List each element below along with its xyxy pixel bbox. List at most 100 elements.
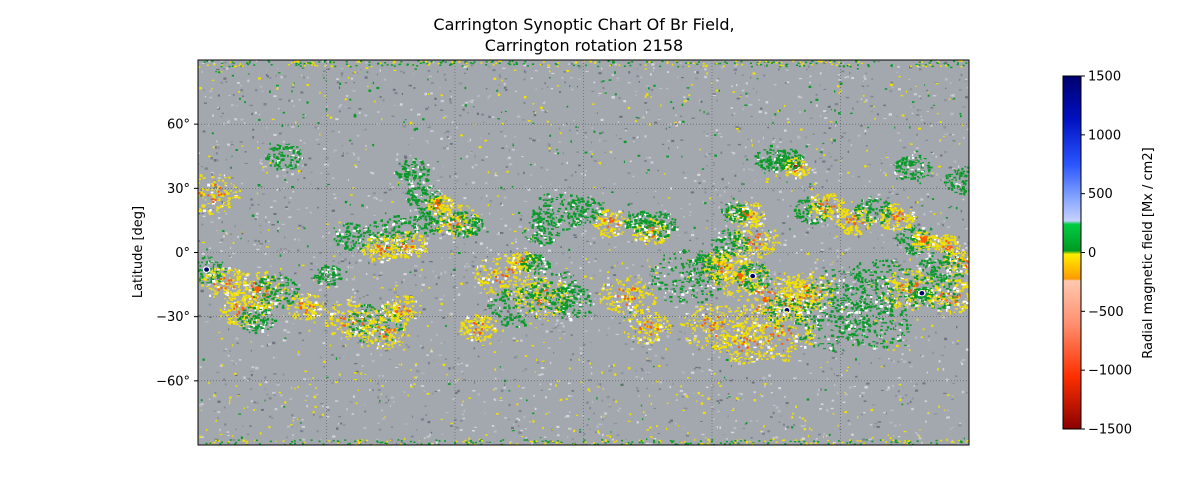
speckle-mark	[208, 381, 210, 385]
speckle-mark	[683, 216, 685, 218]
speckle-mark	[610, 266, 614, 269]
speckle-mark	[707, 293, 710, 294]
speckle-mark	[478, 438, 481, 441]
speckle-mark	[210, 221, 214, 223]
speckle-mark	[797, 62, 800, 64]
speckle-mark	[306, 84, 310, 86]
speckle-mark	[522, 370, 524, 372]
speckle-mark	[913, 93, 917, 96]
speckle-mark	[369, 379, 371, 382]
speckle-mark	[303, 378, 307, 381]
region-mark	[210, 260, 214, 263]
speckle-mark	[668, 123, 672, 125]
speckle-mark	[966, 273, 969, 275]
speckle-mark	[235, 337, 239, 340]
region-mark	[211, 176, 215, 179]
speckle-mark	[358, 61, 361, 64]
region-mark	[259, 324, 263, 327]
speckle-mark	[372, 143, 375, 147]
speckle-mark	[592, 237, 596, 240]
speckle-mark	[601, 439, 604, 441]
speckle-mark	[758, 110, 762, 113]
speckle-mark	[767, 442, 770, 444]
speckle-mark	[344, 344, 347, 347]
speckle-mark	[698, 61, 700, 63]
speckle-mark	[706, 72, 708, 75]
speckle-mark	[292, 419, 294, 422]
speckle-mark	[503, 196, 507, 199]
speckle-mark	[256, 401, 259, 404]
speckle-mark	[639, 63, 642, 66]
speckle-mark	[828, 127, 832, 130]
speckle-mark	[764, 111, 768, 115]
speckle-mark	[627, 203, 630, 206]
speckle-mark	[899, 139, 902, 142]
speckle-mark	[395, 281, 397, 284]
speckle-mark	[454, 419, 457, 421]
speckle-mark	[211, 173, 214, 176]
speckle-mark	[401, 92, 404, 95]
speckle-mark	[904, 440, 907, 442]
speckle-mark	[494, 398, 497, 402]
speckle-mark	[439, 64, 442, 66]
speckle-mark	[549, 440, 553, 443]
speckle-mark	[334, 381, 338, 384]
speckle-mark	[211, 132, 214, 135]
speckle-mark	[214, 392, 217, 394]
region-mark	[278, 282, 281, 286]
speckle-mark	[250, 400, 253, 403]
speckle-mark	[834, 109, 836, 112]
speckle-mark	[888, 191, 892, 193]
speckle-mark	[431, 82, 434, 84]
speckle-mark	[392, 401, 395, 403]
speckle-mark	[479, 440, 481, 442]
speckle-mark	[305, 395, 309, 397]
region-mark	[237, 290, 240, 293]
region-mark	[336, 304, 340, 307]
speckle-mark	[811, 168, 814, 172]
speckle-mark	[659, 223, 661, 226]
speckle-mark	[322, 405, 324, 408]
speckle-mark	[599, 298, 602, 301]
speckle-mark	[891, 66, 893, 68]
speckle-mark	[881, 247, 884, 249]
speckle-mark	[303, 76, 305, 79]
speckle-mark	[676, 443, 679, 445]
speckle-mark	[675, 393, 678, 396]
speckle-mark	[931, 172, 934, 174]
region-mark	[286, 281, 289, 284]
speckle-mark	[637, 274, 640, 277]
speckle-mark	[905, 90, 907, 93]
region-mark	[295, 288, 298, 290]
speckle-mark	[591, 317, 593, 320]
speckle-mark	[498, 60, 501, 62]
region-mark	[253, 317, 257, 320]
speckle-mark	[900, 358, 903, 360]
region-mark	[224, 184, 226, 187]
speckle-mark	[241, 65, 244, 67]
speckle-mark	[669, 260, 673, 262]
speckle-mark	[463, 251, 466, 253]
speckle-mark	[224, 383, 227, 386]
speckle-mark	[330, 65, 333, 67]
speckle-mark	[518, 385, 520, 387]
region-mark	[219, 278, 222, 280]
active-regions	[198, 143, 969, 365]
speckle-mark	[885, 156, 888, 158]
speckle-mark	[717, 193, 719, 196]
speckle-mark	[584, 170, 587, 172]
region-mark	[247, 272, 249, 275]
speckle-mark	[455, 440, 458, 443]
speckle-mark	[916, 265, 920, 267]
speckle-mark	[291, 99, 293, 103]
speckle-mark	[357, 157, 360, 159]
speckle-mark	[950, 205, 953, 208]
speckle-mark	[349, 401, 353, 403]
region-mark	[210, 256, 213, 258]
region-mark	[280, 276, 283, 278]
speckle-mark	[704, 437, 707, 439]
speckle-mark	[900, 95, 904, 97]
speckle-mark	[550, 124, 552, 126]
speckle-mark	[472, 62, 475, 65]
speckle-mark	[490, 61, 493, 63]
